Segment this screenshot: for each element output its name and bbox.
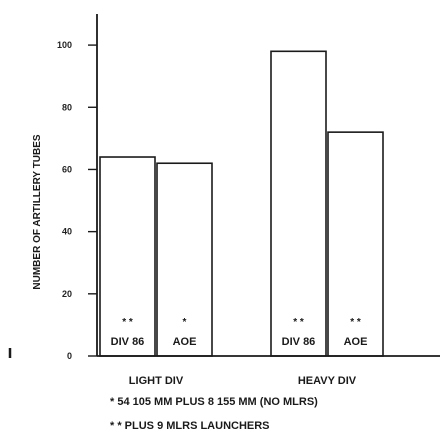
y-tick-label: 40: [62, 227, 72, 237]
bar-label: AOE: [173, 336, 197, 348]
group-label: LIGHT DIV: [129, 375, 184, 387]
y-tick-label: 0: [67, 351, 72, 361]
group-labels: LIGHT DIV HEAVY DIV: [129, 375, 357, 387]
y-axis-title: NUMBER OF ARTILLERY TUBES: [32, 134, 43, 290]
y-tick-label: 60: [62, 164, 72, 174]
bar-footnote-mark: * *: [350, 317, 361, 328]
y-tick-label: 80: [62, 102, 72, 112]
bars: * * DIV 86 * AOE * * DIV 86 * * AOE: [99, 50, 384, 357]
bar-label: AOE: [344, 336, 368, 348]
group-label: HEAVY DIV: [298, 375, 357, 387]
bar-footnote-mark: * *: [293, 317, 304, 328]
bar-footnote-mark: * *: [122, 317, 133, 328]
bar-label: DIV 86: [282, 336, 316, 348]
bar-footnote-mark: *: [183, 317, 187, 328]
bar: [327, 131, 384, 357]
y-tick-label: 20: [62, 289, 72, 299]
bar: [270, 50, 327, 357]
footnote-1: * 54 105 MM PLUS 8 155 MM (NO MLRS): [110, 396, 318, 408]
bar: [156, 162, 213, 357]
y-tick-label: 100: [57, 40, 72, 50]
y-axis-ticks: 0 20 40 60 80 100: [57, 40, 97, 361]
footnote-2: * * PLUS 9 MLRS LAUNCHERS: [110, 420, 270, 431]
bar-label: DIV 86: [111, 336, 145, 348]
